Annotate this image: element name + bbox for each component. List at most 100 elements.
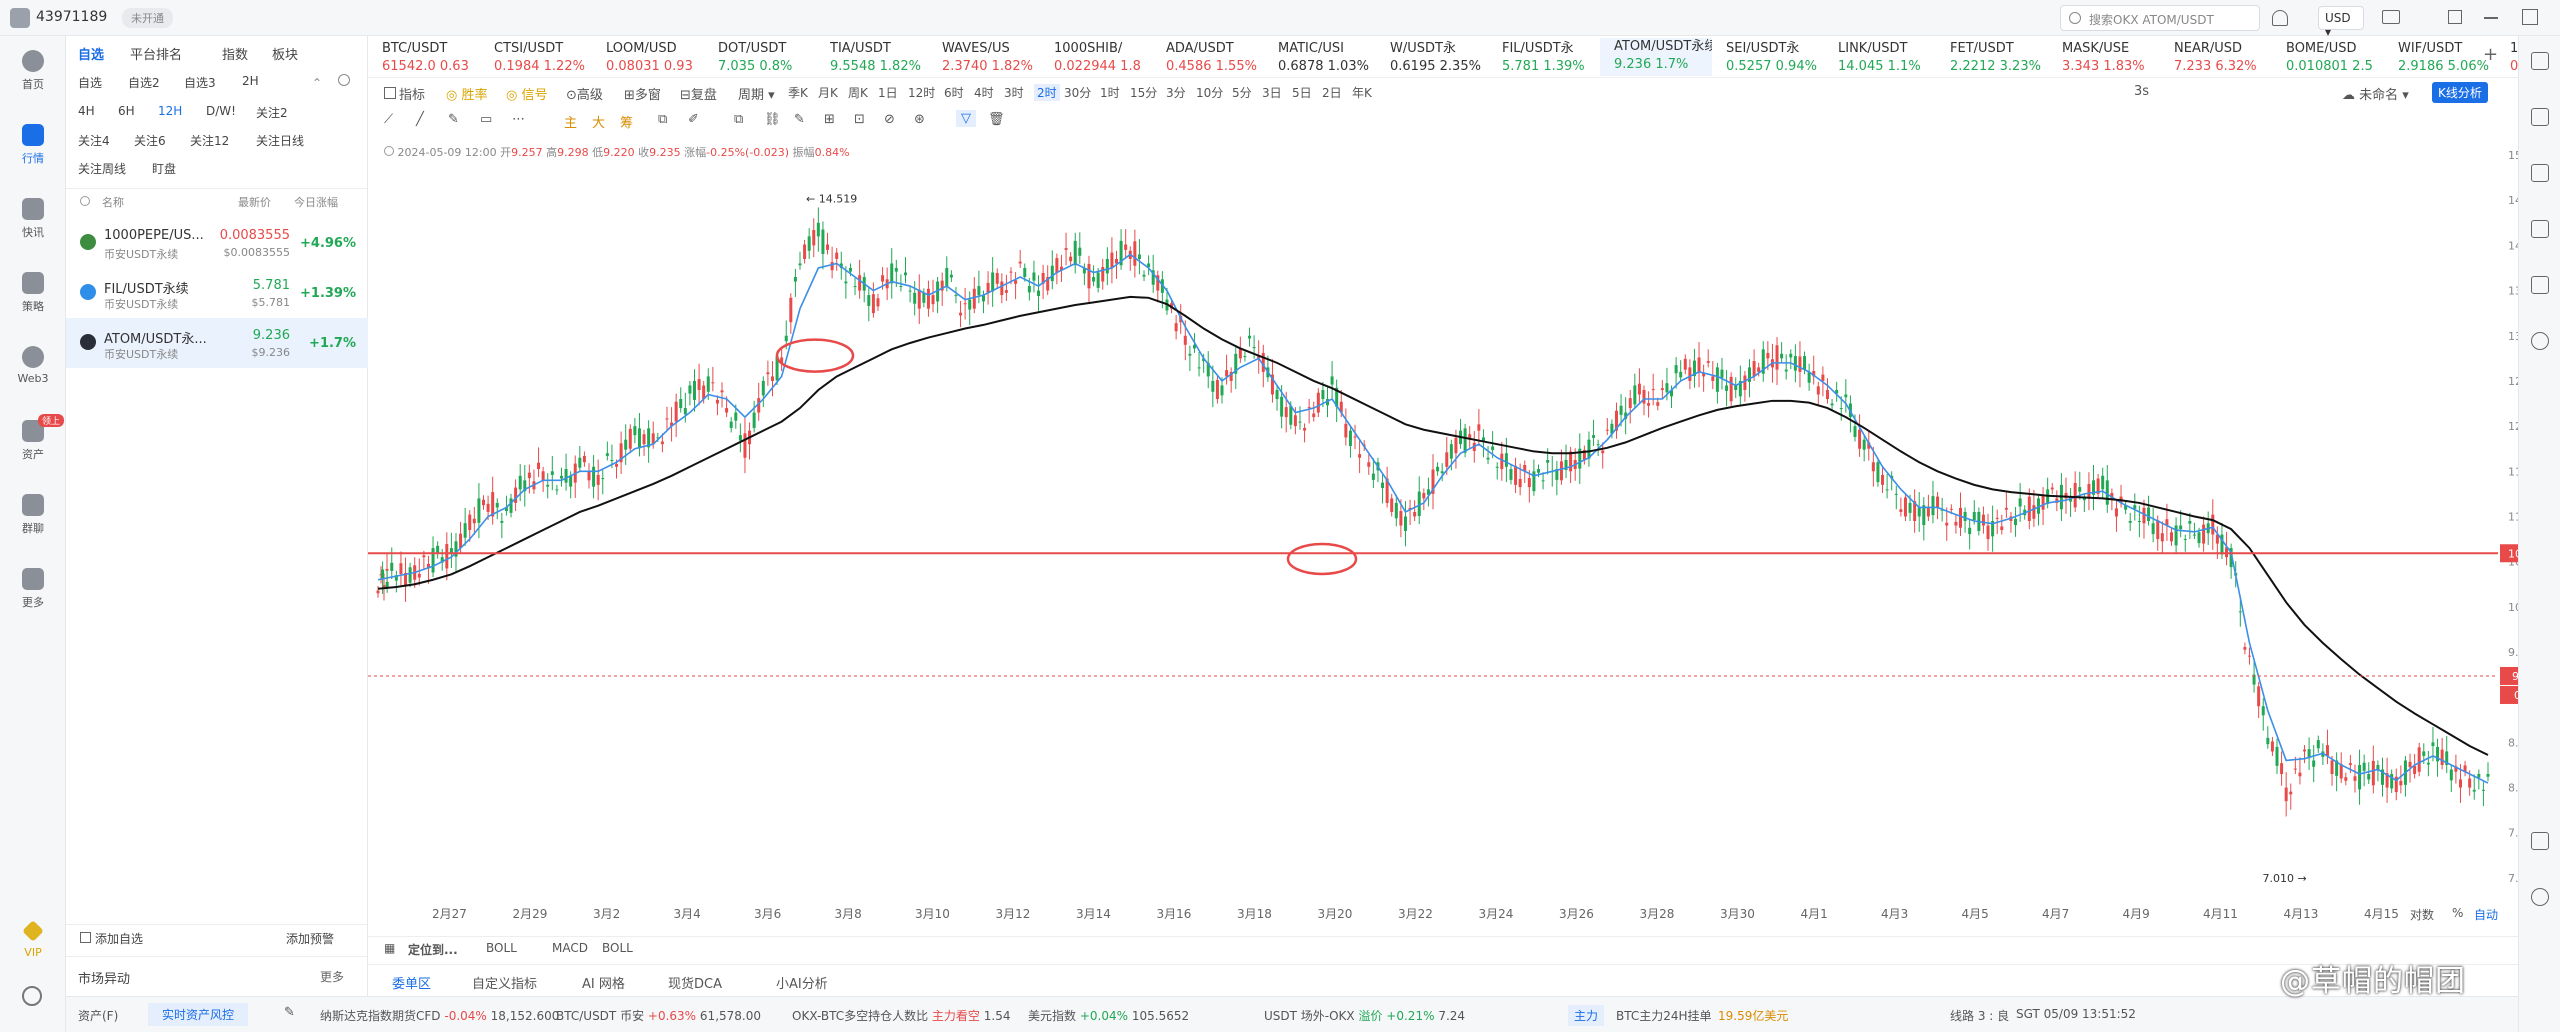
indicator-macd[interactable]: MACD: [552, 941, 588, 955]
period-12[interactable]: 3分: [1166, 86, 1186, 100]
interval-6h[interactable]: 6H: [118, 104, 135, 118]
ray-tool[interactable]: ╱: [416, 112, 424, 127]
status-ticker[interactable]: 纳斯达克指数期货CFD -0.04% 18,152.600: [320, 1007, 559, 1024]
tab-orders[interactable]: 委单区: [392, 973, 432, 998]
ticker-tab[interactable]: LINK/USDT 14.045 1.1%: [1824, 40, 1936, 76]
ticker-tab[interactable]: W/USDT永 0.6195 2.35%: [1376, 40, 1488, 76]
calendar-icon[interactable]: ▦: [384, 941, 396, 955]
gear-icon[interactable]: [338, 74, 350, 86]
subtab-4[interactable]: 2H: [242, 74, 259, 88]
data-icon[interactable]: [2531, 276, 2549, 294]
indicators-button[interactable]: 指标: [384, 84, 425, 103]
period-8[interactable]: 2时: [1034, 84, 1060, 101]
subtab-2[interactable]: 自选2: [128, 76, 160, 90]
ticker-tab[interactable]: BTC/USDT 61542.0 0.63: [368, 40, 480, 76]
ticker-tab[interactable]: FIL/USDT永 5.781 1.39%: [1488, 40, 1600, 76]
link-icon[interactable]: ⛓: [764, 112, 781, 127]
tool-big[interactable]: 大: [592, 116, 606, 131]
replay-button[interactable]: ⊟复盘: [680, 88, 717, 103]
ticker-tab[interactable]: WAVES/US 2.3740 1.82%: [928, 40, 1040, 76]
tab-custom-indicators[interactable]: 自定义指标: [472, 977, 538, 992]
group-follow4[interactable]: 关注4: [78, 134, 110, 148]
period-9[interactable]: 30分: [1064, 86, 1092, 100]
nav-strategy[interactable]: 策略: [0, 272, 66, 314]
search-icon[interactable]: [80, 196, 90, 206]
period-7[interactable]: 3时: [1004, 86, 1024, 100]
percent-scale-toggle[interactable]: %: [2452, 906, 2464, 920]
orderbook-icon[interactable]: [2531, 108, 2549, 126]
period-button[interactable]: 周期 ▾: [738, 88, 775, 103]
ticker-tab[interactable]: WIF/USDT 2.9186 5.06%: [2384, 40, 2496, 76]
interval-follow2[interactable]: 关注2: [256, 106, 288, 120]
chart-type-icon[interactable]: ⊞: [824, 112, 835, 127]
edit-icon[interactable]: ✎: [284, 1005, 295, 1020]
k-analysis-button[interactable]: K线分析: [2432, 82, 2488, 103]
ticker-tab[interactable]: 1000SHIB/0.022944 1.8: [1040, 40, 1152, 76]
interval-dw[interactable]: D/W!: [206, 104, 236, 118]
nav-assets[interactable]: 资产 领上: [0, 414, 66, 462]
filter-icon[interactable]: ▽: [956, 110, 976, 127]
nav-more[interactable]: 更多: [0, 568, 66, 610]
restore-icon[interactable]: [2448, 10, 2462, 24]
ticker-tab[interactable]: DOT/USDT 7.035 0.8%: [704, 40, 816, 76]
period-14[interactable]: 5分: [1232, 86, 1252, 100]
more-tool[interactable]: ⋯: [512, 112, 525, 127]
tab-sector[interactable]: 板块: [272, 48, 299, 63]
copy-icon[interactable]: ⧉: [658, 112, 668, 127]
period-6[interactable]: 4时: [974, 86, 994, 100]
ticker-tab[interactable]: BOME/USD 0.010801 2.5: [2272, 40, 2384, 76]
group-follow-daily[interactable]: 关注日线: [256, 134, 305, 148]
ticker-tab[interactable]: LOOM/USD 0.08031 0.93: [592, 40, 704, 76]
price-chart[interactable]: 15.000 14.500 14.000 13.500 13.000 12.500 12.0…: [368, 136, 2518, 936]
watch-row-selected[interactable]: ATOM/USDT永... 币安USDT永续 9.236 $9.236 +1.7…: [66, 318, 368, 368]
group-watching[interactable]: 盯盘: [152, 162, 177, 176]
add-watchlist-button[interactable]: 添加自选: [80, 930, 143, 947]
subtab-3[interactable]: 自选3: [184, 76, 216, 90]
ticker-tab[interactable]: TIA/USDT 9.5548 1.82%: [816, 40, 928, 76]
bell-icon[interactable]: [2272, 10, 2288, 26]
tab-watchlist[interactable]: 自选: [78, 48, 105, 63]
depth-icon[interactable]: [2531, 220, 2549, 238]
risk-button[interactable]: 实时资产风控: [148, 1003, 249, 1026]
add-alert-button[interactable]: 添加预警: [286, 930, 334, 947]
ticker-tab[interactable]: ATOM/USDT永续 9.236 1.7%: [1600, 38, 1712, 76]
mail-icon[interactable]: [2382, 10, 2400, 24]
tab-ai-analysis[interactable]: 小AI分析: [776, 977, 828, 992]
signal-button[interactable]: ◎ 信号: [506, 88, 548, 103]
tab-spot-dca[interactable]: 现货DCA: [668, 977, 722, 992]
panel-icon[interactable]: [2531, 832, 2549, 850]
tab-ranking[interactable]: 平台排名: [130, 48, 183, 63]
nav-vip[interactable]: VIP: [0, 920, 66, 959]
watch-row[interactable]: 1000PEPE/US... 币安USDT永续 0.0083555 $0.008…: [66, 218, 368, 268]
brush-icon[interactable]: ✎: [794, 112, 805, 127]
avatar[interactable]: [10, 8, 30, 28]
tab-ai-grid[interactable]: AI 网格: [582, 977, 625, 992]
status-ticker[interactable]: 美元指数 +0.04% 105.5652: [1028, 1007, 1189, 1024]
locate-button[interactable]: 定位到...: [408, 943, 458, 957]
ticker-tab[interactable]: MATIC/USI 0.6878 1.03%: [1264, 40, 1376, 76]
period-18[interactable]: 年K: [1352, 86, 1372, 100]
tab-index[interactable]: 指数: [222, 48, 249, 63]
tool-main[interactable]: 主: [564, 116, 578, 131]
status-ticker[interactable]: BTC/USDT 币安 +0.63% 61,578.00: [556, 1007, 761, 1024]
multi-window-button[interactable]: ⊞多窗: [624, 88, 661, 103]
layout-name[interactable]: ☁ 未命名 ▾: [2342, 88, 2409, 103]
period-2[interactable]: 周K: [848, 86, 868, 100]
search-box[interactable]: 搜索OKX ATOM/USDT: [2060, 5, 2260, 31]
pen-tool[interactable]: ✎: [448, 112, 459, 127]
history-icon[interactable]: [2531, 332, 2549, 350]
nav-web3[interactable]: Web3: [0, 346, 66, 385]
win-rate-button[interactable]: ◎ 胜率: [446, 88, 488, 103]
group-follow6[interactable]: 关注6: [134, 134, 166, 148]
period-13[interactable]: 10分: [1196, 86, 1224, 100]
magnet-icon[interactable]: ⊛: [914, 112, 925, 127]
currency-select[interactable]: USD ▾: [2318, 6, 2364, 39]
period-10[interactable]: 1时: [1100, 86, 1120, 100]
ticker-tab[interactable]: ADA/USDT 0.4586 1.55%: [1152, 40, 1264, 76]
settings-icon[interactable]: [22, 986, 42, 1006]
period-3[interactable]: 1日: [878, 86, 898, 100]
nav-chat[interactable]: 群聊: [0, 494, 66, 536]
period-15[interactable]: 3日: [1262, 86, 1282, 100]
ticker-tab[interactable]: MASK/USE 3.343 1.83%: [2048, 40, 2160, 76]
edit-icon[interactable]: ⊘: [884, 112, 895, 127]
